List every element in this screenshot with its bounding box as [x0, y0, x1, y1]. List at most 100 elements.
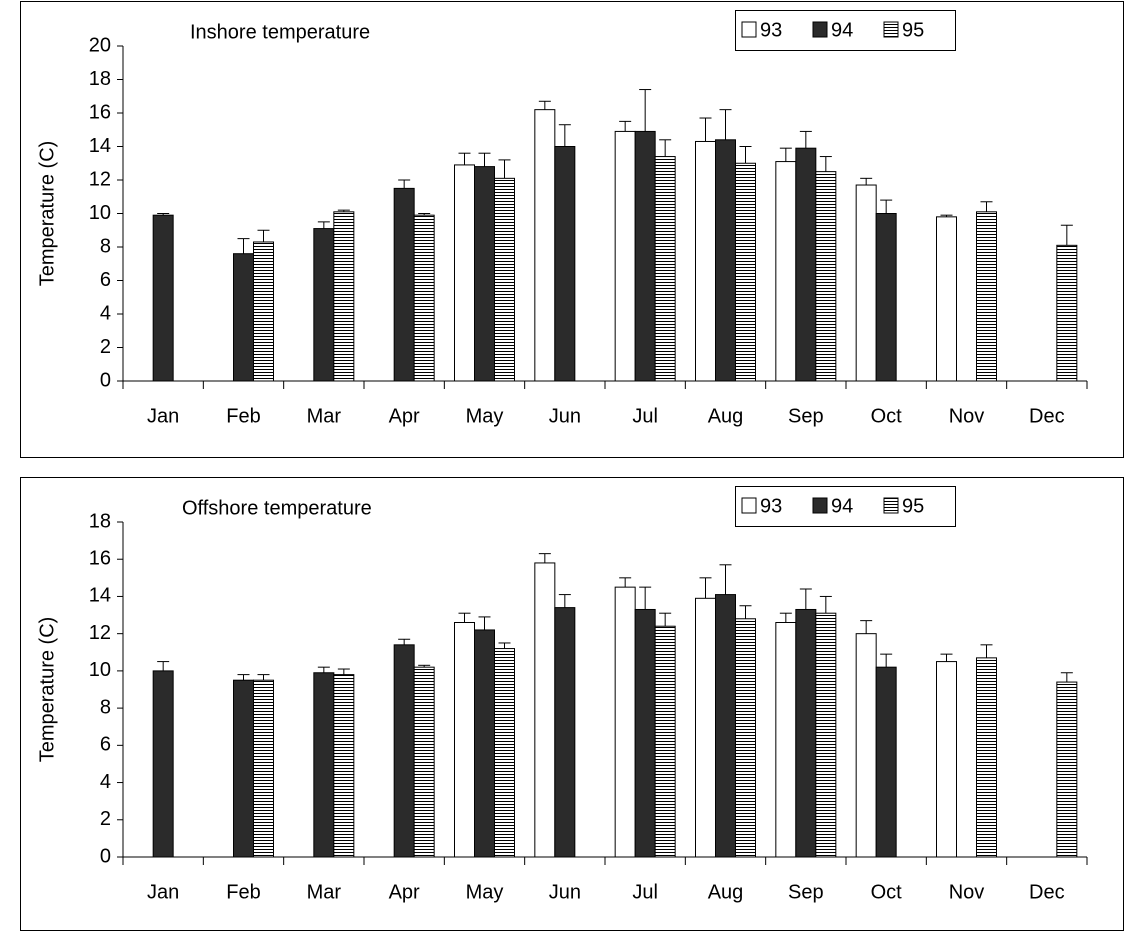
y-tick-label: 18 — [89, 68, 111, 90]
x-tick-label: Apr — [389, 881, 420, 903]
panel-frame — [20, 477, 1124, 931]
legend-swatch — [812, 21, 828, 38]
legend-label: 95 — [902, 495, 924, 517]
bar — [654, 156, 676, 382]
bar — [393, 187, 415, 382]
legend-label: 94 — [831, 495, 853, 517]
x-tick-label: Apr — [389, 405, 420, 427]
y-tick-label: 18 — [89, 510, 111, 532]
bar — [313, 672, 335, 858]
y-tick-label: 4 — [100, 302, 111, 324]
bar — [735, 618, 756, 858]
x-tick-label: May — [466, 881, 504, 903]
y-tick-label: 14 — [89, 585, 111, 607]
legend-frame — [735, 486, 956, 527]
bar — [695, 140, 716, 382]
bar — [715, 594, 736, 858]
bar — [815, 612, 837, 858]
bar — [494, 177, 515, 382]
legend-swatch — [741, 497, 757, 514]
bar — [454, 622, 475, 858]
bar — [152, 670, 174, 858]
legend-label: 93 — [760, 19, 782, 41]
bar — [233, 679, 254, 858]
y-tick-label: 2 — [100, 808, 111, 830]
bar — [554, 607, 576, 858]
x-tick-label: Feb — [226, 881, 260, 903]
legend-swatch — [883, 497, 899, 514]
bar — [534, 562, 556, 858]
y-tick-label: 16 — [89, 101, 111, 123]
bar — [534, 109, 556, 382]
legend-label: 93 — [760, 495, 782, 517]
bar — [494, 648, 515, 858]
chart-title: Inshore temperature — [190, 21, 370, 43]
x-tick-label: Jul — [632, 405, 658, 427]
x-tick-label: Feb — [226, 405, 260, 427]
x-tick-label: Jan — [147, 881, 179, 903]
bar — [815, 171, 837, 382]
x-tick-label: Jul — [632, 881, 658, 903]
bar — [936, 661, 957, 858]
x-tick-label: Oct — [871, 405, 903, 427]
y-tick-label: 6 — [100, 269, 111, 291]
bar — [775, 161, 797, 382]
bar — [715, 139, 736, 382]
bar — [614, 130, 636, 382]
bar — [253, 679, 274, 858]
chart-title: Offshore temperature — [182, 497, 372, 519]
bar — [634, 608, 656, 858]
bar — [413, 214, 435, 382]
y-tick-label: 10 — [89, 202, 111, 224]
y-tick-label: 4 — [100, 771, 111, 793]
bar — [634, 130, 656, 382]
bar — [614, 586, 636, 858]
y-tick-label: 2 — [100, 336, 111, 358]
bar — [393, 644, 415, 858]
y-tick-label: 6 — [100, 734, 111, 756]
y-tick-label: 0 — [100, 845, 111, 867]
x-tick-label: Nov — [949, 405, 985, 427]
bar — [474, 629, 495, 858]
bar — [976, 211, 997, 382]
bar — [313, 228, 335, 382]
bar — [875, 666, 897, 858]
bar — [735, 162, 756, 382]
x-tick-label: Mar — [307, 405, 342, 427]
x-tick-label: Aug — [708, 405, 744, 427]
bar — [474, 166, 495, 382]
bar — [152, 214, 174, 382]
x-tick-label: Dec — [1029, 881, 1065, 903]
bar — [695, 597, 716, 858]
y-tick-label: 20 — [89, 34, 111, 56]
y-tick-label: 10 — [89, 659, 111, 681]
bar — [253, 241, 274, 382]
y-tick-label: 12 — [89, 168, 111, 190]
y-tick-label: 0 — [100, 369, 111, 391]
legend-label: 94 — [831, 19, 853, 41]
y-tick-label: 8 — [100, 696, 111, 718]
bar — [1056, 244, 1078, 382]
bar — [795, 147, 817, 382]
bar — [333, 674, 355, 858]
bar — [654, 625, 676, 858]
x-tick-label: Jan — [147, 405, 179, 427]
legend-label: 95 — [902, 19, 924, 41]
legend-swatch — [812, 497, 828, 514]
bar — [875, 213, 897, 382]
x-tick-label: Mar — [307, 881, 342, 903]
y-axis-label: Temperature (C) — [36, 617, 58, 763]
bar — [554, 146, 576, 382]
panel-frame — [20, 1, 1124, 458]
bar — [333, 211, 355, 382]
x-tick-label: Oct — [871, 881, 903, 903]
bar — [454, 164, 475, 382]
bar — [976, 657, 997, 858]
bar — [413, 666, 435, 858]
legend-frame — [735, 10, 956, 51]
x-tick-label: Sep — [788, 881, 824, 903]
x-tick-label: May — [466, 405, 504, 427]
bar — [775, 622, 797, 858]
bar — [855, 184, 877, 382]
